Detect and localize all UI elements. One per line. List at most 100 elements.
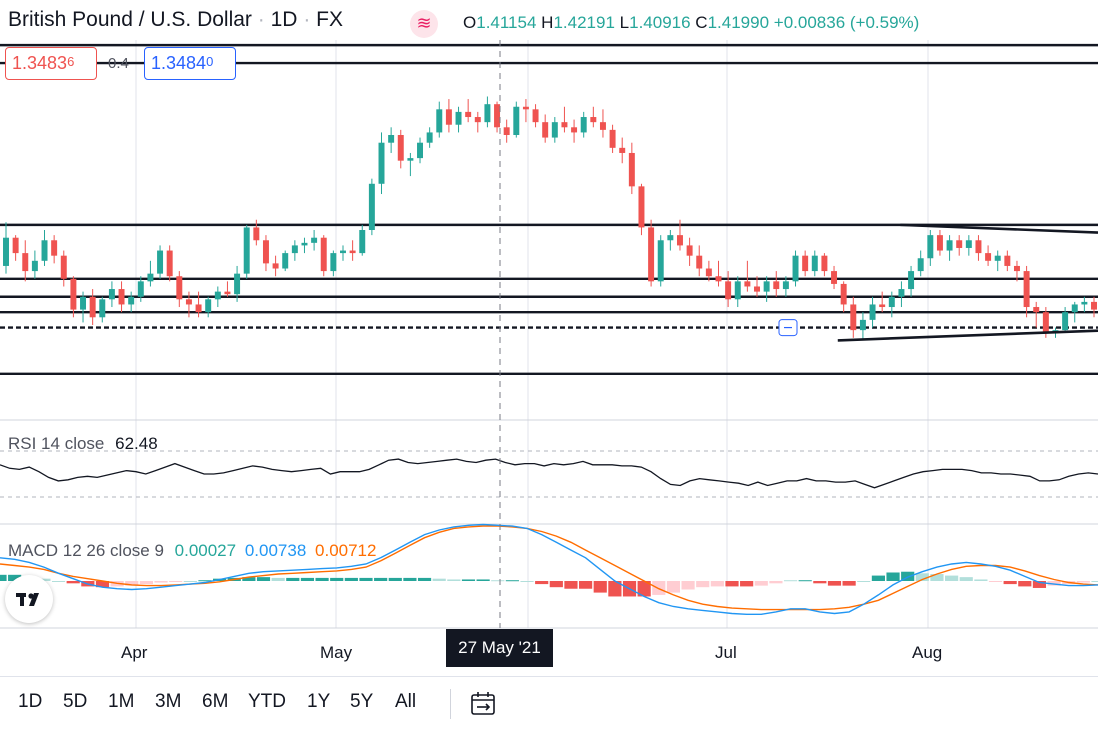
macd-histogram-bar xyxy=(139,581,153,585)
candle-body xyxy=(696,255,703,269)
macd-histogram-bar xyxy=(286,577,300,581)
candle-body xyxy=(243,227,250,274)
macd-histogram-bar xyxy=(564,581,578,589)
open-value: 1.41154 xyxy=(476,13,537,32)
candle-body xyxy=(224,291,231,295)
macd-legend[interactable]: MACD 12 26 close 9 0.00027 0.00738 0.007… xyxy=(8,541,376,561)
candle-body xyxy=(1091,301,1097,310)
macd-histogram-bar xyxy=(359,577,373,581)
candle-body xyxy=(648,227,655,282)
macd-histogram-bar xyxy=(169,581,183,582)
candle-body xyxy=(956,240,963,248)
timeframe-1m-button[interactable]: 1M xyxy=(108,691,135,712)
macd-hist-value: 0.00027 xyxy=(174,541,237,560)
timeframe-5d-button[interactable]: 5D xyxy=(63,691,88,712)
timeframe-6m-button[interactable]: 6M xyxy=(202,691,229,712)
candle-body xyxy=(734,281,741,300)
timeframe-ytd-button[interactable]: YTD xyxy=(248,691,286,712)
rsi-legend[interactable]: RSI 14 close 62.48 xyxy=(8,434,158,454)
macd-histogram-bar xyxy=(783,580,798,582)
macd-histogram-bar xyxy=(198,580,212,582)
candle-body xyxy=(667,235,674,241)
horizontal-levels xyxy=(0,43,1098,375)
macd-histogram-bar xyxy=(579,581,593,589)
candle-body xyxy=(975,240,982,254)
candle-body xyxy=(320,237,327,272)
x-tick-label: May xyxy=(320,643,353,662)
crosshair-date-label: 27 May '21 xyxy=(446,629,553,667)
candle-body xyxy=(1004,255,1011,266)
x-tick-label: Apr xyxy=(121,643,148,662)
candle-body xyxy=(840,283,847,305)
macd-histogram-bar xyxy=(915,573,929,581)
candle-body xyxy=(638,186,645,228)
candle-body xyxy=(282,253,289,269)
candle-body xyxy=(571,127,578,133)
macd-histogram-bar xyxy=(827,581,842,586)
macd-histogram-bar xyxy=(154,581,168,583)
exchange-label: FX xyxy=(316,8,344,31)
macd-histogram-bar xyxy=(1032,581,1047,588)
candle-body xyxy=(474,117,481,123)
candle-body xyxy=(503,127,510,135)
buy-price-button[interactable]: 1.34840 xyxy=(144,47,236,80)
timeframe-3m-button[interactable]: 3M xyxy=(155,691,182,712)
rsi-pane xyxy=(0,450,1098,498)
candle-body xyxy=(908,271,915,290)
macd-histogram-bar xyxy=(476,579,490,581)
candle-body xyxy=(850,304,857,331)
macd-histogram-bar xyxy=(740,581,754,587)
calendar-range-icon[interactable] xyxy=(469,690,497,723)
macd-histogram-bar xyxy=(300,577,315,581)
macd-histogram-bar xyxy=(256,577,271,581)
chart-canvas[interactable] xyxy=(0,0,1098,676)
macd-histogram-bar xyxy=(1091,581,1098,582)
candle-body xyxy=(340,250,346,254)
macd-histogram-bar xyxy=(945,575,959,581)
macd-histogram-bar xyxy=(242,577,256,581)
candle-body xyxy=(1081,301,1088,305)
close-value: 1.41990 xyxy=(707,13,770,32)
candle-body xyxy=(888,296,895,308)
candle-body xyxy=(80,296,87,310)
title-separator: · xyxy=(257,8,265,31)
timeframe-1y-button[interactable]: 1Y xyxy=(307,691,331,712)
data-feed-icon[interactable]: ≋ xyxy=(410,10,438,38)
candle-body xyxy=(426,132,433,143)
macd-histogram-bar xyxy=(51,581,66,582)
sell-price-button[interactable]: 1.34836 xyxy=(5,47,97,80)
macd-histogram-bar xyxy=(725,581,739,587)
candle-body xyxy=(60,255,67,279)
interval-label: 1D xyxy=(270,8,298,31)
candle-body xyxy=(715,276,722,282)
candle-body xyxy=(705,268,712,277)
symbol-header[interactable]: British Pound / U.S. Dollar · 1D · FX xyxy=(8,8,343,32)
candle-body xyxy=(590,117,597,123)
timeframe-all-button[interactable]: All xyxy=(395,691,417,712)
timeframe-5y-button[interactable]: 5Y xyxy=(350,691,374,712)
candle-body xyxy=(368,183,375,230)
candle-body xyxy=(609,129,616,148)
candle-body xyxy=(70,278,77,310)
candle-body xyxy=(234,273,241,295)
candle-body xyxy=(22,253,29,272)
candle-body xyxy=(417,142,424,159)
macd-histogram-bar xyxy=(857,581,871,582)
candle-body xyxy=(3,237,9,266)
candle-body xyxy=(195,304,202,313)
low-label: L xyxy=(619,13,630,32)
macd-histogram-bar xyxy=(388,577,402,581)
symbol-title: British Pound / U.S. Dollar xyxy=(8,8,252,31)
spread-value: 0.4 xyxy=(108,55,129,72)
candle-body xyxy=(99,299,106,318)
macd-histogram-bar xyxy=(593,581,607,593)
macd-histogram-bar xyxy=(125,581,139,586)
candle-body xyxy=(12,237,19,254)
tradingview-logo-icon[interactable] xyxy=(5,575,53,623)
macd-histogram-bar xyxy=(886,572,900,581)
chart-grid xyxy=(0,40,1098,629)
macd-histogram-bar xyxy=(535,581,549,585)
candle-body xyxy=(205,299,212,313)
timeframe-1d-button[interactable]: 1D xyxy=(18,691,43,712)
